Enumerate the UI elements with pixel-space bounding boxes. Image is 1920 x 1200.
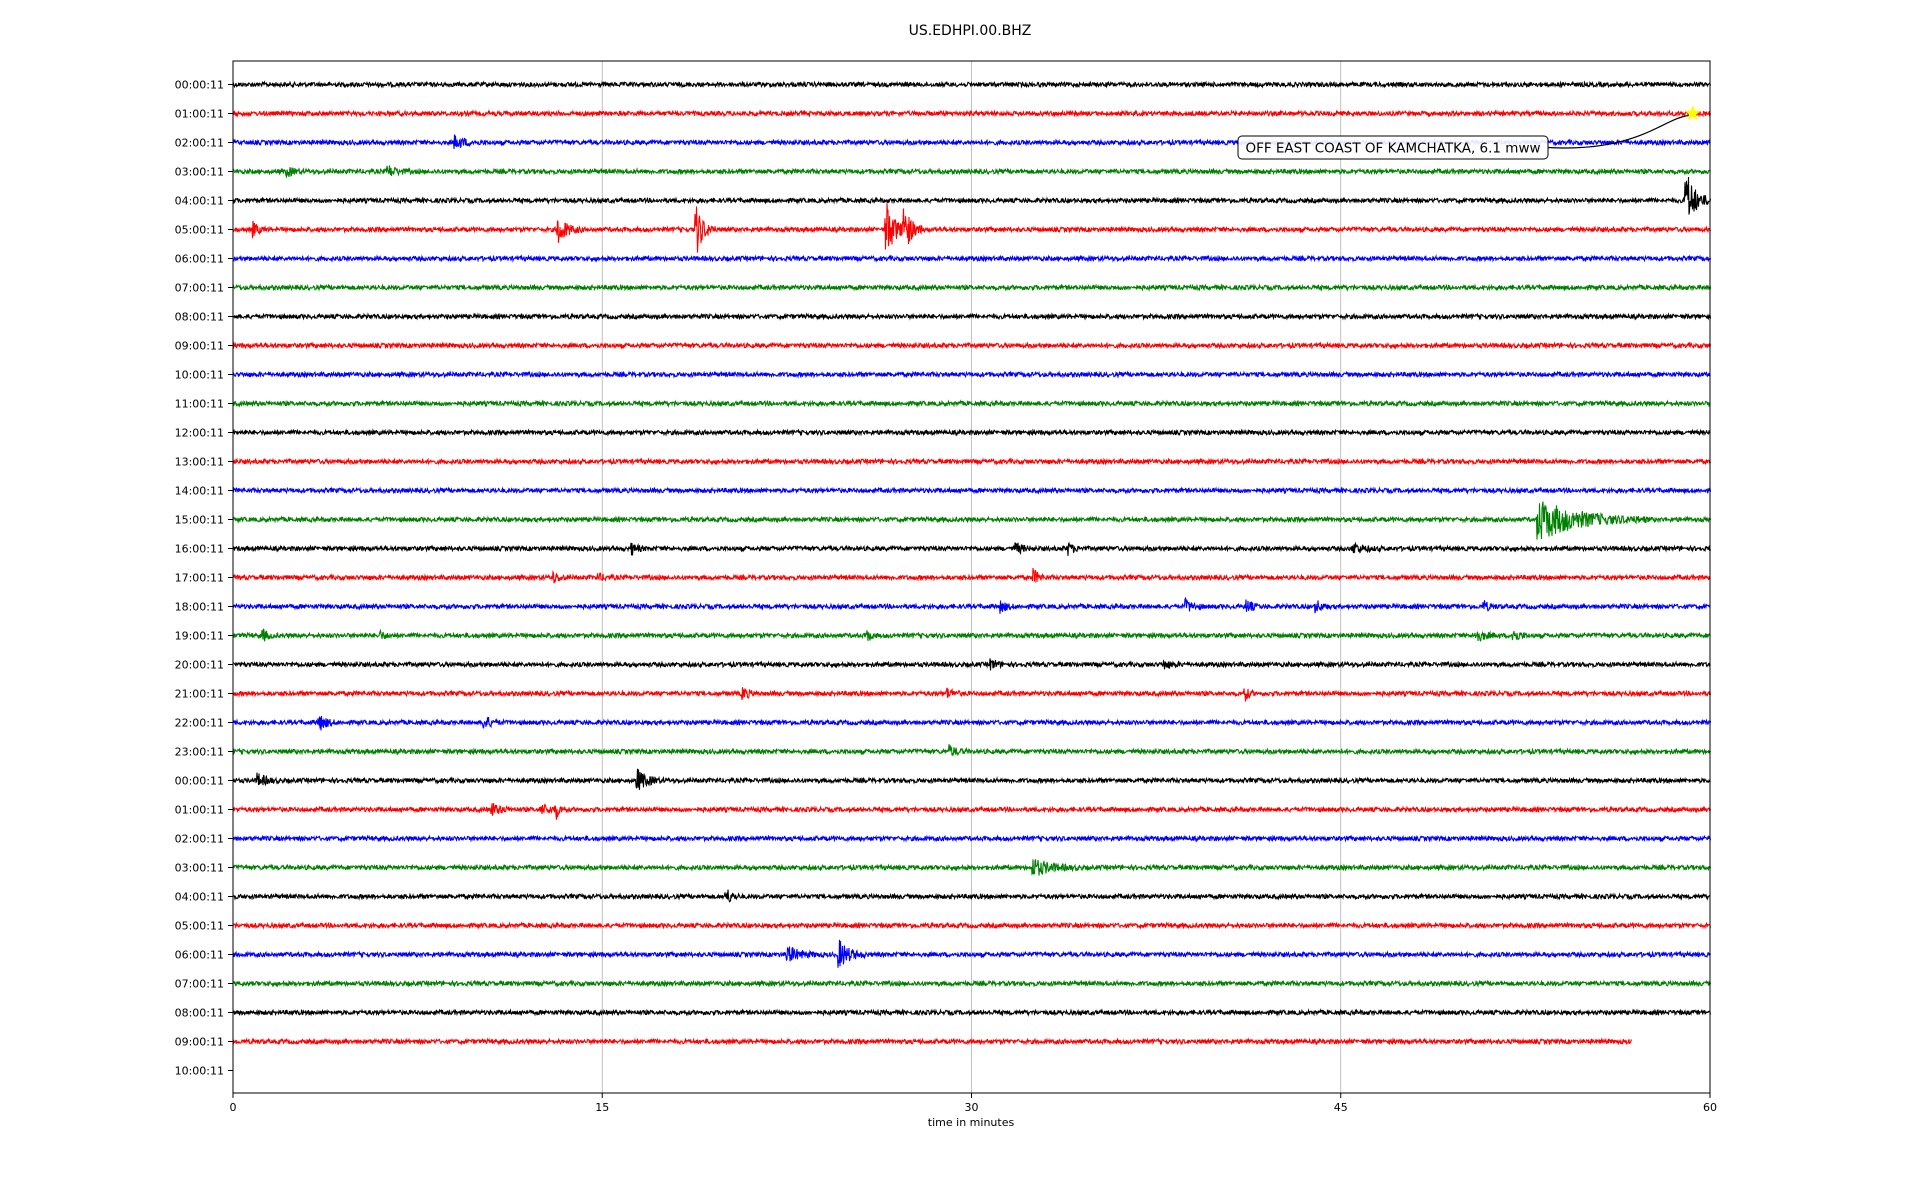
seismic-trace xyxy=(232,370,1711,379)
seismic-trace xyxy=(232,541,1712,556)
row-time-label: 10:00:11 xyxy=(175,369,224,382)
row-time-label: 01:00:11 xyxy=(175,804,224,817)
row-time-label: 21:00:11 xyxy=(175,688,224,701)
row-time-label: 19:00:11 xyxy=(175,630,224,643)
row-time-label: 17:00:11 xyxy=(175,572,224,585)
seismic-trace xyxy=(232,768,1711,790)
row-time-label: 00:00:11 xyxy=(175,775,224,788)
seismic-trace xyxy=(232,341,1712,350)
x-axis: 0 15 30 45 60 xyxy=(230,1093,1717,1114)
row-time-label: 11:00:11 xyxy=(175,398,224,411)
seismic-trace xyxy=(232,80,1712,89)
seismic-trace xyxy=(232,109,1712,118)
seismic-trace xyxy=(232,658,1711,671)
row-time-label: 04:00:11 xyxy=(175,195,224,208)
seismic-trace xyxy=(232,859,1712,876)
seismic-trace xyxy=(232,834,1712,843)
seismic-trace xyxy=(232,889,1711,903)
seismic-trace xyxy=(232,428,1711,437)
row-time-label: 04:00:11 xyxy=(175,891,224,904)
row-time-label: 05:00:11 xyxy=(175,224,224,237)
seismic-trace xyxy=(232,939,1712,968)
row-time-label: 00:00:11 xyxy=(175,79,224,92)
row-time-label: 03:00:11 xyxy=(175,862,224,875)
annotation-box xyxy=(1237,135,1549,160)
row-time-label: 06:00:11 xyxy=(175,253,224,266)
seismic-trace xyxy=(232,979,1712,988)
seismic-trace xyxy=(232,596,1711,614)
seismic-trace xyxy=(232,1037,1633,1046)
x-axis-label: time in minutes xyxy=(928,1116,1015,1129)
row-time-label: 14:00:11 xyxy=(175,485,224,498)
row-time-label: 05:00:11 xyxy=(175,920,224,933)
row-time-label: 08:00:11 xyxy=(175,1007,224,1020)
seismic-trace xyxy=(232,203,1712,253)
seismic-trace xyxy=(232,312,1712,321)
row-time-label: 09:00:11 xyxy=(175,340,224,353)
seismic-trace xyxy=(232,715,1712,731)
seismic-trace xyxy=(232,399,1711,408)
annotation-connector xyxy=(1547,114,1689,149)
event-star-marker xyxy=(1684,105,1701,121)
seismic-trace xyxy=(232,457,1712,466)
seismic-trace xyxy=(232,501,1712,540)
row-time-label: 13:00:11 xyxy=(175,456,224,469)
x-tick-label: 15 xyxy=(595,1101,609,1114)
chart-title: US.EDHPI.00.BHZ xyxy=(909,23,1032,39)
seismic-trace xyxy=(232,486,1712,495)
event-annotation: OFF EAST COAST OF KAMCHATKA, 6.1 mww xyxy=(1237,105,1701,160)
row-time-label: 03:00:11 xyxy=(175,166,224,179)
seismic-trace xyxy=(232,1008,1712,1017)
seismic-trace xyxy=(232,165,1711,179)
seismic-trace xyxy=(232,254,1712,263)
row-time-label: 12:00:11 xyxy=(175,427,224,440)
row-time-label: 15:00:11 xyxy=(175,514,224,527)
row-time-label: 23:00:11 xyxy=(175,746,224,759)
seismic-trace xyxy=(232,176,1712,215)
annotation-text: OFF EAST COAST OF KAMCHATKA, 6.1 mww xyxy=(1245,141,1540,157)
row-time-label: 08:00:11 xyxy=(175,311,224,324)
plot-frame xyxy=(232,60,1711,1094)
seismic-trace xyxy=(232,687,1712,702)
seismic-trace xyxy=(232,283,1712,292)
row-time-label: 18:00:11 xyxy=(175,601,224,614)
row-time-label: 02:00:11 xyxy=(175,137,224,150)
x-tick-label: 60 xyxy=(1703,1101,1717,1114)
seismic-trace xyxy=(232,628,1711,642)
row-time-label: 07:00:11 xyxy=(175,282,224,295)
x-tick-label: 0 xyxy=(230,1101,237,1114)
row-time-label: 07:00:11 xyxy=(175,978,224,991)
row-time-label: 22:00:11 xyxy=(175,717,224,730)
x-tick-label: 30 xyxy=(965,1101,979,1114)
seismic-trace xyxy=(232,921,1712,930)
row-time-label: 06:00:11 xyxy=(175,949,224,962)
row-time-label: 10:00:11 xyxy=(175,1065,224,1078)
row-time-label: 16:00:11 xyxy=(175,543,224,556)
row-time-label: 09:00:11 xyxy=(175,1036,224,1049)
row-label-group: 00:00:11 01:00:11 02:00:11 03:00:11 04:00:11… xyxy=(175,79,233,1078)
row-time-label: 20:00:11 xyxy=(175,659,224,672)
seismic-trace xyxy=(232,567,1711,584)
seismic-trace xyxy=(232,744,1712,757)
seismic-trace xyxy=(232,803,1712,820)
row-time-label: 01:00:11 xyxy=(175,108,224,121)
x-tick-label: 45 xyxy=(1334,1101,1348,1114)
trace-group xyxy=(232,80,1712,1046)
row-time-label: 02:00:11 xyxy=(175,833,224,846)
